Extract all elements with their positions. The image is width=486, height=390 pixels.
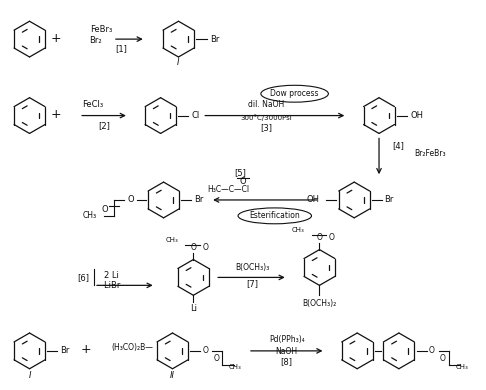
Text: O: O: [240, 177, 246, 186]
Text: 300°C/3000Psi: 300°C/3000Psi: [240, 114, 292, 121]
Text: CH₃: CH₃: [229, 364, 242, 370]
Text: Br₂FeBr₃: Br₂FeBr₃: [414, 149, 445, 158]
Text: FeBr₃: FeBr₃: [90, 25, 112, 34]
Text: [7]: [7]: [246, 279, 258, 288]
Text: O: O: [429, 346, 434, 355]
Text: Cl: Cl: [191, 111, 199, 120]
Text: O: O: [329, 233, 334, 242]
Text: Dow process: Dow process: [270, 89, 319, 98]
Text: O: O: [102, 206, 108, 214]
Text: B(OCH₃)₃: B(OCH₃)₃: [235, 263, 269, 272]
Text: OH: OH: [410, 111, 423, 120]
Text: O: O: [213, 355, 219, 363]
Text: [8]: [8]: [281, 357, 293, 366]
Text: dil. NaOH: dil. NaOH: [248, 100, 284, 109]
Text: Br: Br: [210, 35, 220, 44]
Text: II: II: [170, 371, 175, 380]
Text: O: O: [191, 243, 196, 252]
Text: +: +: [51, 32, 62, 44]
Text: CH₃: CH₃: [292, 227, 305, 233]
Text: O: O: [440, 355, 446, 363]
Text: [5]: [5]: [234, 168, 246, 177]
Text: -LiBr: -LiBr: [101, 281, 121, 290]
Text: Li: Li: [190, 304, 197, 313]
Text: +: +: [81, 343, 91, 356]
Text: Br: Br: [61, 346, 70, 355]
Text: (H₃CO)₂B—: (H₃CO)₂B—: [111, 344, 153, 353]
Text: O: O: [127, 195, 134, 204]
Text: Br: Br: [384, 195, 394, 204]
Text: CH₃: CH₃: [455, 364, 468, 370]
Text: [4]: [4]: [392, 141, 404, 150]
Text: [2]: [2]: [98, 121, 110, 130]
Text: CH₃: CH₃: [166, 237, 178, 243]
Text: B(OCH₃)₂: B(OCH₃)₂: [302, 299, 337, 308]
Text: H₃C—C—Cl: H₃C—C—Cl: [207, 184, 249, 193]
Text: [6]: [6]: [77, 273, 89, 282]
Text: Pd(PPh₃)₄: Pd(PPh₃)₄: [269, 335, 305, 344]
Text: O: O: [316, 233, 322, 242]
Text: I: I: [177, 58, 180, 67]
Text: [1]: [1]: [115, 44, 127, 53]
Text: OH: OH: [307, 195, 319, 204]
Text: I: I: [28, 371, 31, 380]
Text: Br: Br: [193, 195, 203, 204]
Text: O: O: [202, 243, 208, 252]
Text: NaOH: NaOH: [276, 347, 298, 356]
Text: Br₂: Br₂: [89, 35, 102, 44]
Text: [3]: [3]: [260, 123, 272, 132]
Text: FeCl₃: FeCl₃: [83, 100, 104, 109]
Text: Esterification: Esterification: [249, 211, 300, 220]
Text: O: O: [202, 346, 208, 355]
Text: +: +: [51, 108, 62, 121]
Text: CH₃: CH₃: [83, 211, 97, 220]
Text: 2 Li: 2 Li: [104, 271, 119, 280]
